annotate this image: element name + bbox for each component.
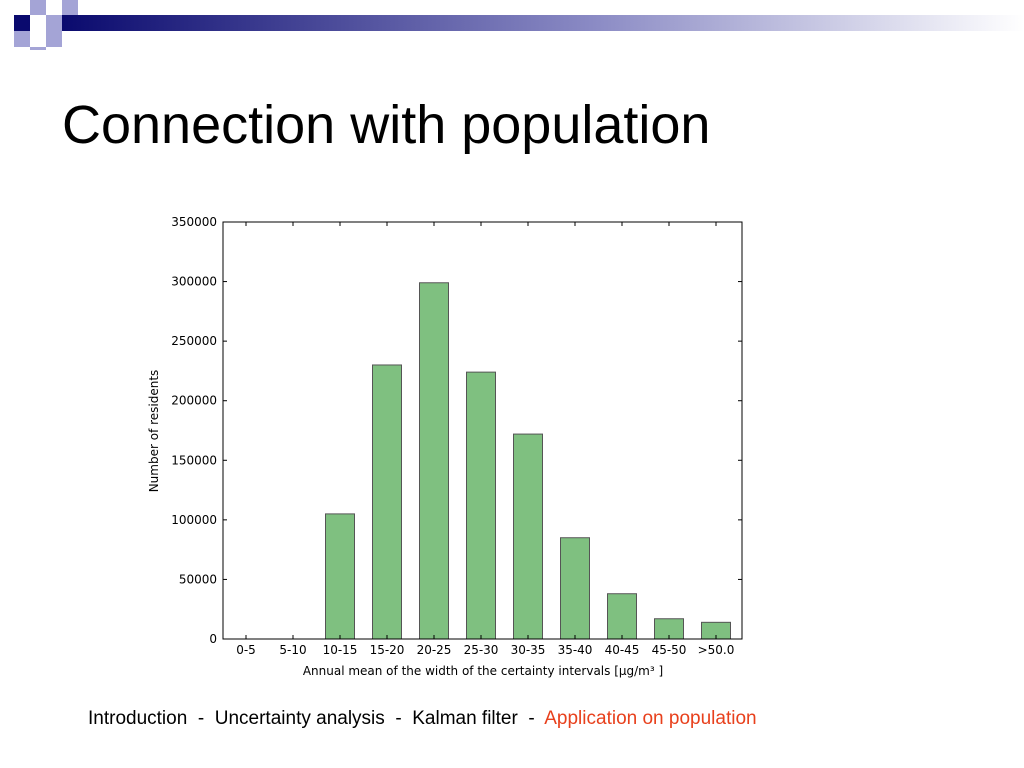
- bars-layer: [325, 282, 731, 640]
- y-tick-label: 50000: [179, 572, 217, 586]
- y-ticks: 0 50000 100000 150000 200000 250000 300000 3500…: [171, 215, 742, 646]
- footer-separator: -: [517, 708, 545, 729]
- x-tick-label: 40-45: [605, 643, 640, 657]
- footer-item: Uncertainty analysis: [214, 708, 385, 729]
- plot-frame: [222, 221, 743, 640]
- y-tick-label: 200000: [171, 394, 217, 408]
- deco-square: [30, 31, 46, 47]
- x-tick-label: 45-50: [652, 643, 687, 657]
- x-axis-label: Annual mean of the width of the certaint…: [303, 664, 663, 678]
- bar-chart: 0 50000 100000 150000 200000 250000 300000 3500…: [147, 215, 743, 678]
- footer-separator: -: [384, 708, 413, 729]
- x-tick-label: 20-25: [417, 643, 452, 657]
- y-axis-label: Number of residents: [147, 370, 161, 493]
- footer-item: Kalman filter: [412, 708, 518, 729]
- footer-item: Introduction: [88, 708, 188, 729]
- deco-square: [30, 47, 46, 50]
- slide-title: Connection with population: [62, 95, 711, 155]
- header-gradient-bar: [62, 15, 1024, 31]
- footer-item: Application on population: [544, 708, 757, 729]
- deco-square: [30, 0, 46, 15]
- y-tick-label: 250000: [171, 334, 217, 348]
- x-tick-label: 0-5: [236, 643, 256, 657]
- bar: [372, 364, 402, 640]
- bar: [325, 513, 355, 640]
- footer-separator: -: [187, 708, 215, 729]
- footer-navigation: Introduction - Uncertainty analysis - Ka…: [88, 708, 757, 730]
- y-tick-label: 300000: [171, 275, 217, 289]
- deco-square: [14, 15, 30, 31]
- bar: [607, 593, 637, 640]
- deco-square: [30, 15, 46, 31]
- bar: [513, 433, 543, 640]
- x-tick-label: 25-30: [464, 643, 499, 657]
- bar: [560, 537, 590, 640]
- x-tick-label: 10-15: [323, 643, 358, 657]
- x-tick-label: 15-20: [370, 643, 405, 657]
- x-tick-label: 35-40: [558, 643, 593, 657]
- x-tick-label: 5-10: [279, 643, 306, 657]
- y-tick-label: 100000: [171, 513, 217, 527]
- x-tick-label: >50.0: [698, 643, 735, 657]
- deco-square: [46, 31, 62, 47]
- bar: [419, 282, 449, 640]
- bar: [466, 371, 496, 640]
- y-tick-label: 0: [209, 632, 217, 646]
- y-tick-label: 150000: [171, 453, 217, 467]
- corner-decoration: [14, 0, 1024, 50]
- deco-square: [62, 0, 78, 15]
- y-tick-label: 350000: [171, 215, 217, 229]
- deco-square: [14, 31, 30, 47]
- deco-square: [46, 15, 62, 31]
- x-tick-label: 30-35: [511, 643, 546, 657]
- x-ticks: 0-5 5-10 10-15 15-20 20-25 25-30 30-35 35-40 40-…: [236, 222, 734, 657]
